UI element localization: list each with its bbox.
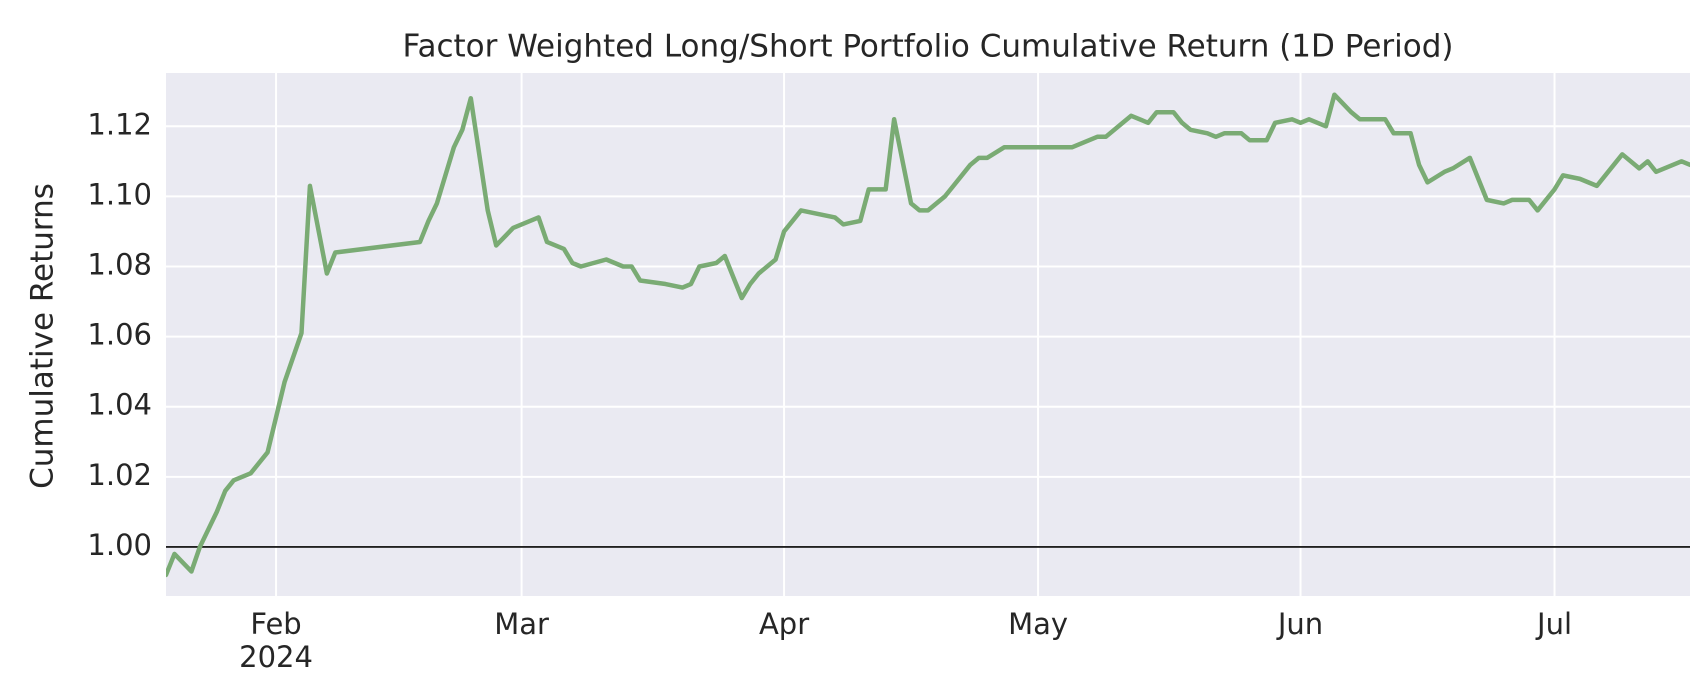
x-tick-label: Jun [1276, 607, 1323, 641]
x-tick-label: Apr [759, 607, 809, 641]
y-tick-label: 1.10 [87, 177, 152, 211]
y-tick-label: 1.06 [87, 318, 152, 352]
x-tick-label: Feb 2024 [239, 607, 313, 674]
x-tick-label: Jul [1535, 607, 1572, 641]
plot-background [166, 73, 1690, 596]
y-tick-label: 1.04 [87, 388, 152, 422]
y-tick-label: 1.02 [87, 458, 152, 492]
y-tick-label: 1.00 [87, 528, 152, 562]
chart-title: Factor Weighted Long/Short Portfolio Cum… [402, 29, 1453, 65]
x-tick-label: May [1008, 607, 1068, 641]
series-line [166, 92, 1690, 578]
y-tick-label: 1.12 [87, 107, 152, 141]
y-tick-label: 1.08 [87, 247, 152, 281]
y-axis-label: Cumulative Returns [25, 183, 61, 489]
x-tick-label: Mar [494, 607, 549, 641]
